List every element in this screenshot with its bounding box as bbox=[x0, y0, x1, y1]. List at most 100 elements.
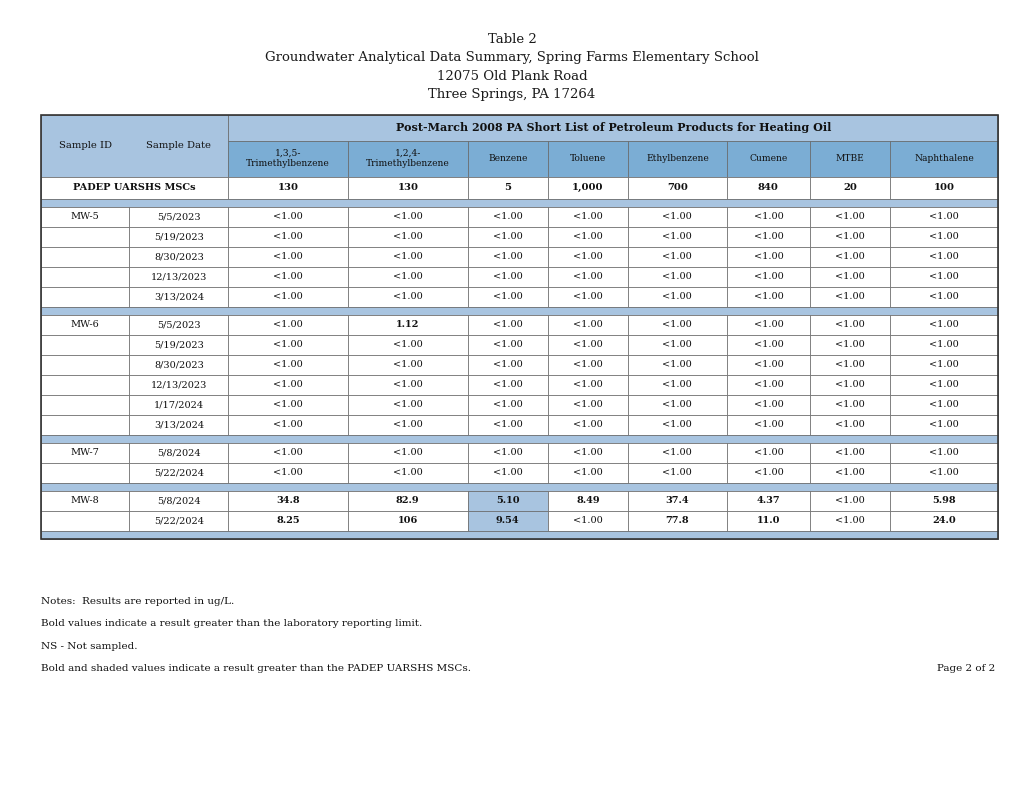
Bar bbox=[348, 511, 468, 531]
Bar bbox=[228, 267, 348, 286]
Bar bbox=[41, 435, 998, 443]
Text: <1.00: <1.00 bbox=[573, 420, 603, 430]
Bar bbox=[468, 463, 548, 483]
Text: <1.00: <1.00 bbox=[573, 252, 603, 261]
Bar bbox=[548, 443, 628, 463]
Text: <1.00: <1.00 bbox=[393, 420, 423, 430]
Bar bbox=[129, 490, 228, 511]
Bar bbox=[810, 511, 890, 531]
Text: <1.00: <1.00 bbox=[930, 233, 959, 241]
Text: <1.00: <1.00 bbox=[573, 517, 603, 525]
Text: <1.00: <1.00 bbox=[663, 420, 692, 430]
Bar bbox=[348, 227, 468, 247]
Text: <1.00: <1.00 bbox=[393, 360, 423, 369]
Text: 5.10: 5.10 bbox=[496, 496, 519, 505]
Bar bbox=[548, 335, 628, 354]
Bar bbox=[228, 414, 348, 435]
Text: Three Springs, PA 17264: Three Springs, PA 17264 bbox=[428, 88, 596, 100]
Text: 130: 130 bbox=[278, 184, 299, 192]
Text: 20: 20 bbox=[843, 184, 857, 192]
Text: <1.00: <1.00 bbox=[754, 252, 783, 261]
Text: 3/13/2024: 3/13/2024 bbox=[154, 292, 204, 301]
Text: <1.00: <1.00 bbox=[930, 340, 959, 349]
Text: <1.00: <1.00 bbox=[836, 517, 865, 525]
Text: 700: 700 bbox=[667, 184, 688, 192]
Bar bbox=[41, 375, 129, 395]
Bar bbox=[228, 247, 348, 267]
Bar bbox=[348, 335, 468, 354]
Bar bbox=[810, 176, 890, 199]
Bar bbox=[727, 267, 810, 286]
Text: <1.00: <1.00 bbox=[493, 212, 522, 221]
Bar bbox=[228, 227, 348, 247]
Text: <1.00: <1.00 bbox=[930, 320, 959, 329]
Text: <1.00: <1.00 bbox=[573, 380, 603, 389]
Text: 5/5/2023: 5/5/2023 bbox=[157, 320, 201, 329]
Text: 34.8: 34.8 bbox=[276, 496, 300, 505]
Text: <1.00: <1.00 bbox=[273, 233, 303, 241]
Text: <1.00: <1.00 bbox=[573, 448, 603, 457]
Bar bbox=[548, 375, 628, 395]
Text: <1.00: <1.00 bbox=[273, 360, 303, 369]
Bar bbox=[41, 115, 228, 176]
Bar bbox=[548, 227, 628, 247]
Text: <1.00: <1.00 bbox=[493, 400, 522, 409]
Bar bbox=[348, 354, 468, 375]
Text: <1.00: <1.00 bbox=[836, 292, 865, 301]
Text: <1.00: <1.00 bbox=[930, 292, 959, 301]
Bar bbox=[129, 511, 228, 531]
Bar bbox=[548, 354, 628, 375]
Text: 8.25: 8.25 bbox=[276, 517, 300, 525]
Bar bbox=[810, 247, 890, 267]
Bar bbox=[348, 176, 468, 199]
Bar bbox=[41, 443, 129, 463]
Text: 8/30/2023: 8/30/2023 bbox=[154, 252, 204, 261]
Text: Groundwater Analytical Data Summary, Spring Farms Elementary School: Groundwater Analytical Data Summary, Spr… bbox=[265, 51, 759, 64]
Text: <1.00: <1.00 bbox=[836, 496, 865, 505]
Text: <1.00: <1.00 bbox=[393, 252, 423, 261]
Bar bbox=[727, 395, 810, 414]
Bar bbox=[810, 335, 890, 354]
Text: <1.00: <1.00 bbox=[573, 400, 603, 409]
Bar bbox=[468, 267, 548, 286]
Bar bbox=[628, 335, 727, 354]
Text: <1.00: <1.00 bbox=[273, 468, 303, 477]
Text: 130: 130 bbox=[397, 184, 419, 192]
Text: 5/8/2024: 5/8/2024 bbox=[157, 496, 201, 505]
Text: <1.00: <1.00 bbox=[573, 212, 603, 221]
Text: Naphthalene: Naphthalene bbox=[914, 154, 974, 163]
Bar bbox=[628, 141, 727, 176]
Text: <1.00: <1.00 bbox=[930, 212, 959, 221]
Text: <1.00: <1.00 bbox=[930, 468, 959, 477]
Bar bbox=[228, 335, 348, 354]
Bar bbox=[129, 354, 228, 375]
Bar bbox=[468, 395, 548, 414]
Bar bbox=[810, 490, 890, 511]
Bar bbox=[129, 247, 228, 267]
Bar bbox=[727, 335, 810, 354]
Text: 1/17/2024: 1/17/2024 bbox=[154, 400, 204, 409]
Bar bbox=[727, 206, 810, 227]
Bar bbox=[468, 511, 548, 531]
Text: 5/19/2023: 5/19/2023 bbox=[154, 233, 204, 241]
Text: <1.00: <1.00 bbox=[663, 233, 692, 241]
Bar bbox=[727, 375, 810, 395]
Bar bbox=[628, 463, 727, 483]
Text: 12/13/2023: 12/13/2023 bbox=[151, 272, 207, 281]
Bar bbox=[810, 315, 890, 335]
Text: <1.00: <1.00 bbox=[754, 380, 783, 389]
Text: <1.00: <1.00 bbox=[393, 380, 423, 389]
Bar bbox=[810, 206, 890, 227]
Text: Notes:  Results are reported in ug/L.: Notes: Results are reported in ug/L. bbox=[41, 597, 234, 606]
Bar bbox=[890, 354, 998, 375]
Text: <1.00: <1.00 bbox=[754, 420, 783, 430]
Bar bbox=[628, 443, 727, 463]
Bar bbox=[890, 414, 998, 435]
Bar bbox=[548, 463, 628, 483]
Bar bbox=[628, 227, 727, 247]
Bar bbox=[41, 307, 998, 315]
Bar bbox=[348, 375, 468, 395]
Text: MW-6: MW-6 bbox=[71, 320, 99, 329]
Bar bbox=[41, 511, 129, 531]
Bar bbox=[348, 141, 468, 176]
